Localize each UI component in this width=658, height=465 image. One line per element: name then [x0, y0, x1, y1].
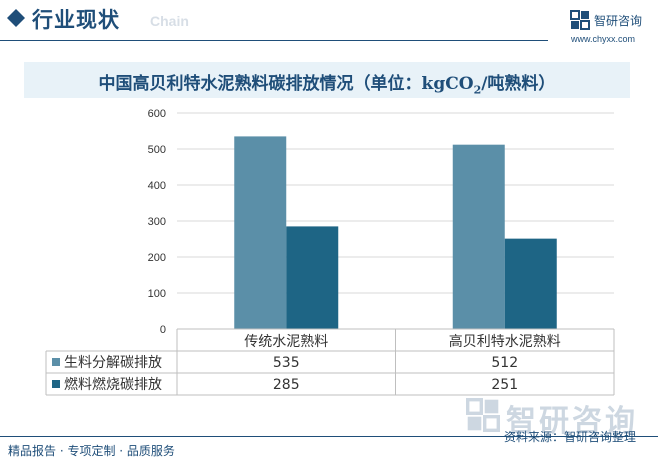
category-label: 传统水泥熟料 [244, 334, 328, 350]
y-tick-label: 300 [148, 216, 166, 228]
y-tick-label: 400 [148, 180, 166, 192]
page-header: Chain 行业现状 智研咨询 www.chyxx.com [0, 0, 658, 44]
bar-2 [504, 238, 557, 329]
footer-slogan: 精品报告 · 专项定制 · 品质服务 [8, 444, 175, 458]
y-tick-label: 200 [148, 252, 166, 264]
data-label: 512 [491, 355, 518, 371]
y-tick-label: 500 [148, 144, 166, 156]
data-label: 285 [273, 377, 300, 393]
header-divider [0, 40, 548, 41]
bar-2 [286, 226, 339, 329]
footer-divider [0, 436, 658, 437]
brand-url: www.chyxx.com [571, 34, 636, 44]
watermark-logo-icon [466, 398, 500, 432]
legend-key [52, 380, 60, 388]
chart-title-main: 中国高贝利特水泥熟料碳排放情况（单位：kgCO [98, 74, 474, 94]
diamond-icon [7, 9, 25, 27]
data-label: 535 [273, 355, 300, 371]
category-label: 高贝利特水泥熟料 [449, 333, 561, 350]
bar-1 [234, 136, 287, 329]
legend-label: 生料分解碳排放 [64, 355, 162, 371]
chart-title: 中国高贝利特水泥熟料碳排放情况（单位：kgCO2/吨熟料） [24, 69, 630, 96]
legend-key [52, 358, 60, 366]
y-tick-label: 600 [148, 108, 166, 120]
source-note: 资料来源：智研咨询整理 [504, 430, 637, 444]
legend-label: 燃料燃烧碳排放 [64, 376, 162, 393]
background-word: Chain [150, 13, 189, 29]
brand-logo-icon [570, 10, 590, 30]
brand-name: 智研咨询 [594, 14, 643, 28]
chart-title-band: 中国高贝利特水泥熟料碳排放情况（单位：kgCO2/吨熟料） [24, 62, 630, 98]
chart-title-tail: /吨熟料） [481, 74, 556, 94]
data-label: 251 [491, 377, 518, 393]
section-title: 行业现状 [32, 8, 120, 32]
bar-1 [452, 144, 505, 329]
watermark-text: 智研咨询 [506, 404, 638, 439]
y-tick-label: 0 [160, 324, 166, 336]
chart-title-subscript: 2 [473, 83, 482, 97]
y-tick-label: 100 [148, 288, 166, 300]
